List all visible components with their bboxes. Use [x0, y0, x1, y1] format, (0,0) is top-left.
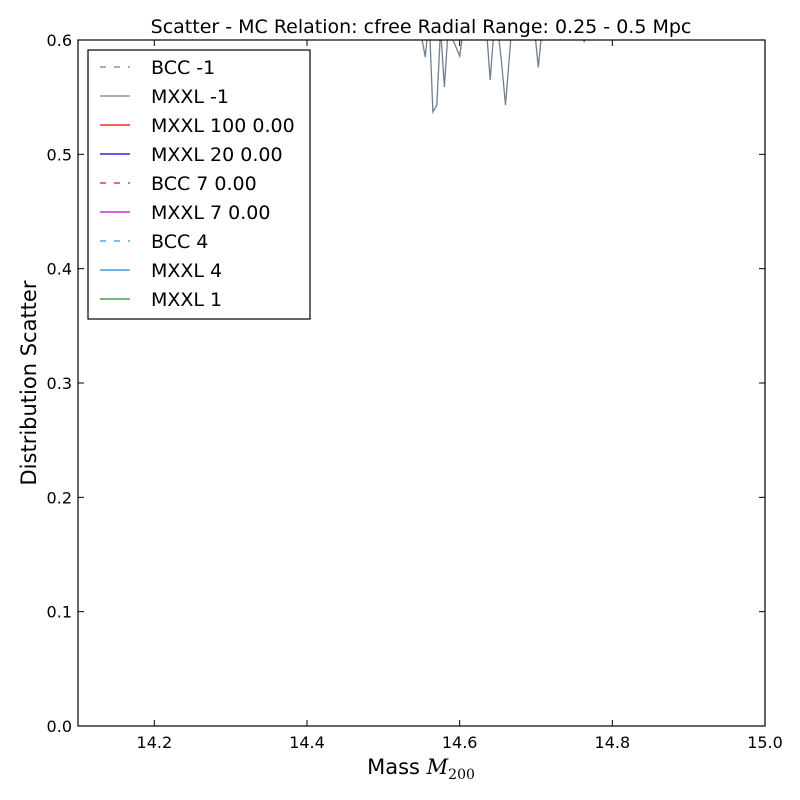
legend-label: BCC 7 0.00 — [151, 173, 257, 195]
y-tick-label: 0.1 — [47, 603, 72, 622]
y-tick-label: 0.0 — [47, 717, 72, 736]
x-axis-label-prefix: Mass — [367, 755, 427, 779]
y-tick-label: 0.3 — [47, 374, 72, 393]
y-tick-label: 0.6 — [47, 31, 72, 50]
y-axis-label: Distribution Scatter — [17, 280, 41, 485]
axis-ticks: 14.2 14.4 14.6 14.8 15.0 0.0 0.1 0.2 0.3 0.4 0.5 0.… — [47, 31, 783, 752]
legend-label: MXXL 20 0.00 — [151, 144, 283, 166]
x-tick-label: 14.2 — [137, 733, 173, 752]
x-tick-label: 14.6 — [442, 733, 478, 752]
series-line-1 — [421, 40, 586, 115]
x-axis-label-subscript: 200 — [448, 767, 475, 783]
y-tick-label: 0.5 — [47, 145, 72, 164]
x-tick-label: 14.8 — [595, 733, 631, 752]
x-axis-label-math: M — [426, 755, 449, 779]
x-tick-label: 15.0 — [747, 733, 783, 752]
y-tick-label: 0.2 — [47, 488, 72, 507]
legend: BCC -1 MXXL -1 MXXL 100 0.00 MXXL 20 0.00 BC… — [87, 49, 311, 320]
legend-label: BCC -1 — [151, 57, 215, 79]
legend-box — [87, 49, 311, 320]
legend-label: MXXL 1 — [151, 289, 222, 311]
legend-label: MXXL 100 0.00 — [151, 115, 295, 137]
legend-label: MXXL 4 — [151, 260, 222, 282]
x-axis-label: Mass M200 — [367, 755, 475, 783]
legend-label: BCC 4 — [151, 231, 208, 253]
legend-label: MXXL -1 — [151, 86, 229, 108]
chart-title: Scatter - MC Relation: cfree Radial Rang… — [151, 16, 692, 38]
data-series-group — [421, 40, 586, 115]
y-tick-label: 0.4 — [47, 260, 72, 279]
plot-frame — [77, 39, 766, 727]
legend-label: MXXL 7 0.00 — [151, 202, 270, 224]
x-tick-label: 14.4 — [289, 733, 325, 752]
